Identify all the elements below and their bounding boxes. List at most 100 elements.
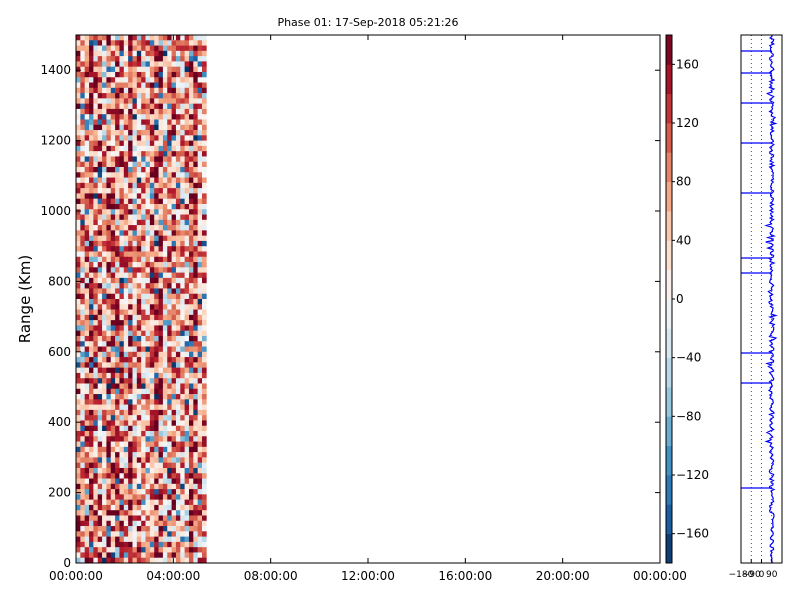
heatmap-cell [136,130,142,136]
heatmap-cell [175,436,181,442]
heatmap-cell [128,82,133,89]
heatmap-cell [162,209,168,215]
heatmap-cell [175,66,181,73]
heatmap-cell [110,56,116,62]
heatmap-cell [84,98,90,104]
heatmap-cell [167,40,172,46]
heatmap-cell [171,225,177,231]
heatmap-cell [102,452,107,458]
heatmap-cell [184,557,190,564]
heatmap-cell [188,77,194,83]
heatmap-cell [193,172,198,178]
heatmap-cell [128,40,133,46]
heatmap-cell [102,494,107,500]
heatmap-cell [128,304,133,310]
heatmap-cell [93,288,99,295]
heatmap-cell [197,515,203,522]
heatmap-cell [102,119,107,126]
heatmap-cell [175,288,181,295]
heatmap-cell [110,431,116,437]
heatmap-cell [167,489,172,495]
heatmap-cell [84,504,90,511]
heatmap-cell [123,188,129,194]
heatmap-cell [89,140,94,147]
heatmap-cell [180,151,185,157]
heatmap-cell [97,520,103,527]
heatmap-cell [188,483,194,490]
heatmap-cell [141,473,146,479]
heatmap-cell [80,547,85,553]
heatmap-cell [76,494,81,500]
heatmap-cell [180,541,185,548]
heatmap-cell [80,436,85,442]
heatmap-cell [76,288,81,295]
heatmap-cell [175,425,181,432]
heatmap-cell [115,87,120,94]
heatmap-cell [158,246,164,252]
heatmap-cell [158,61,164,67]
heatmap-cell [89,193,94,199]
heatmap-cell [141,536,146,543]
heatmap-cell [145,351,151,358]
heatmap-cell [202,499,207,506]
heatmap-cell [110,330,116,337]
heatmap-cell [119,82,125,89]
heatmap-cell [89,272,94,279]
heatmap-cell [106,404,112,411]
heatmap-cell [102,156,107,163]
heatmap-cell [102,557,107,564]
heatmap-cell [193,409,198,416]
heatmap-cell [193,415,198,421]
heatmap-cell [106,473,112,479]
heatmap-cell [106,526,112,532]
heatmap-cell [141,267,146,273]
heatmap-cell [197,383,203,390]
heatmap-cell [188,536,194,543]
heatmap-cell [123,462,129,469]
heatmap-cell [110,299,116,305]
heatmap-cell [102,45,107,52]
heatmap-cell [80,262,85,268]
heatmap-cell [197,230,203,236]
heatmap-cell [102,467,107,474]
heatmap-cell [162,510,168,516]
heatmap-cell [202,145,207,152]
heatmap-cell [80,399,85,405]
heatmap-cell [180,161,185,168]
heatmap-cell [93,272,99,279]
heatmap-cell [158,177,164,184]
profile-tick-label: −90 [742,570,761,580]
heatmap-cell [149,462,155,469]
heatmap-cell [89,409,94,416]
heatmap-cell [84,87,90,94]
heatmap-cell [106,71,112,78]
heatmap-cell [106,61,112,67]
heatmap-cell [84,473,90,479]
heatmap-cell [202,182,207,189]
heatmap-cell [76,325,81,331]
heatmap-cell [141,40,146,46]
heatmap-cell [162,378,168,384]
heatmap-cell [123,314,129,321]
heatmap-cell [80,172,85,178]
heatmap-cell [102,309,107,316]
heatmap-cell [145,145,151,152]
heatmap-cell [128,188,133,194]
heatmap-cell [188,167,194,173]
heatmap-cell [93,114,99,120]
heatmap-cell [84,351,90,358]
heatmap-cell [162,130,168,136]
heatmap-cell [110,267,116,273]
heatmap-cell [76,547,81,553]
heatmap-cell [128,161,133,168]
heatmap-cell [123,320,129,326]
heatmap-cell [171,346,177,353]
heatmap-cell [188,557,194,564]
heatmap-cell [136,198,142,205]
heatmap-cell [119,409,125,416]
heatmap-cell [145,478,151,485]
heatmap-cell [171,193,177,199]
heatmap-cell [80,56,85,62]
heatmap-cell [97,135,103,141]
heatmap-cell [175,341,181,347]
